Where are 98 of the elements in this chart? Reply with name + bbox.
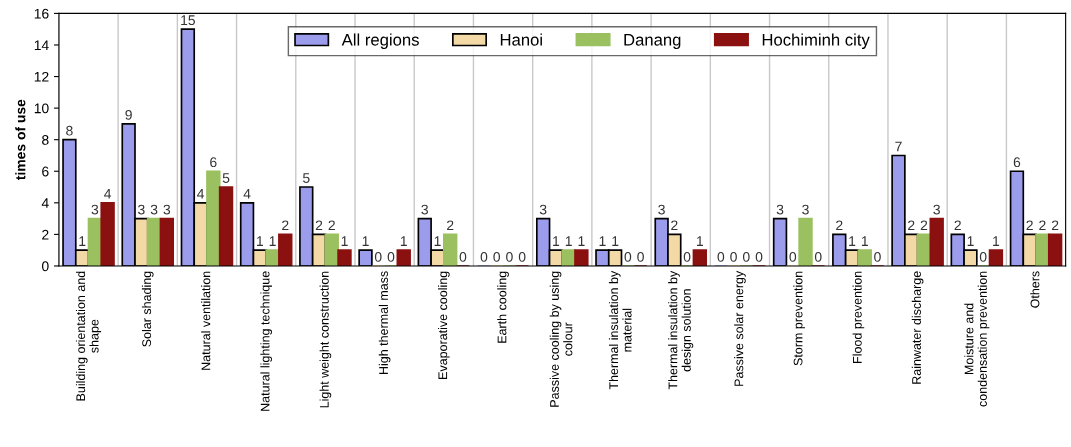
y-tick-label: 16: [34, 8, 49, 19]
data-label: 0: [717, 252, 725, 262]
data-label: 0: [387, 252, 395, 262]
data-label: 2: [282, 220, 289, 231]
x-tick-label: Earth cooling: [497, 271, 509, 343]
data-label: 3: [163, 204, 171, 215]
data-label: 6: [1013, 157, 1021, 168]
data-label: 8: [66, 125, 73, 136]
data-label: 0: [979, 252, 987, 262]
data-label: 0: [374, 252, 382, 262]
data-label: 4: [104, 189, 112, 199]
data-label: 1: [269, 236, 276, 246]
x-tick-label: Passive cooling by using colour: [549, 271, 573, 407]
data-label: 3: [658, 204, 665, 215]
x-tick-label: Rainwater discharge: [911, 271, 924, 384]
data-label: 2: [1026, 220, 1033, 231]
x-tick-label: Others: [1030, 271, 1040, 308]
data-label: 7: [895, 141, 902, 152]
data-label: 3: [776, 204, 784, 215]
x-tick-label: Light weight construction: [319, 271, 332, 408]
y-tick-label: 6: [42, 166, 49, 177]
data-label: 0: [624, 252, 632, 262]
x-tick-label: Solar shading: [141, 271, 154, 347]
data-label: 4: [197, 189, 205, 199]
data-label: 0: [789, 252, 797, 262]
data-label: 2: [920, 220, 928, 231]
data-label: 3: [150, 204, 158, 215]
x-tick-label: Building orientation and shape: [75, 271, 102, 401]
data-label: 1: [861, 236, 868, 246]
data-label: 2: [836, 220, 843, 231]
data-label: 1: [400, 236, 407, 246]
data-label: 0: [683, 252, 691, 262]
x-tick-label: Passive solar energy: [734, 270, 746, 386]
data-label: 1: [553, 236, 560, 246]
data-label: 1: [578, 236, 585, 246]
data-label: 0: [637, 252, 644, 262]
data-label: 2: [954, 220, 961, 231]
x-tick-label: Moisture and condensation prevention: [964, 271, 990, 407]
data-label: 0: [814, 252, 822, 262]
data-label: 1: [849, 236, 856, 246]
data-label: 1: [599, 236, 606, 246]
data-label: 1: [434, 236, 441, 246]
data-label: 1: [565, 236, 572, 246]
data-label: 3: [933, 204, 940, 215]
x-tick-label: High thermal mass: [378, 271, 391, 374]
y-tick-label: 4: [41, 198, 49, 208]
y-axis-title: times of use: [15, 99, 26, 181]
data-label: 0: [874, 252, 881, 262]
data-label: 3: [802, 204, 809, 215]
data-label: 4: [243, 189, 251, 199]
data-label: 1: [362, 236, 369, 246]
y-tick-label: 10: [34, 103, 49, 114]
data-label: 1: [257, 236, 263, 246]
data-label: 1: [341, 236, 348, 246]
data-label: 3: [91, 204, 99, 215]
data-label: 9: [125, 109, 132, 120]
legend-label: Hochiminh city: [762, 33, 870, 49]
data-label: 0: [493, 252, 501, 262]
data-label: 3: [539, 204, 547, 215]
data-label: 3: [421, 204, 428, 215]
legend-label: Danang: [624, 34, 681, 49]
y-tick-label: 2: [42, 229, 49, 240]
y-tick-label: 12: [34, 71, 49, 82]
data-label: 5: [302, 173, 310, 183]
data-label: 0: [742, 252, 750, 262]
x-tick-label: Natural ventilation: [201, 271, 211, 370]
x-tick-label: Evaporative cooling: [438, 271, 450, 379]
legend-label: All regions: [341, 33, 419, 49]
data-label: 2: [328, 220, 335, 231]
data-label: 15: [181, 15, 195, 26]
y-tick-label: 8: [42, 135, 49, 145]
x-tick-label: Natural lighting technique: [260, 271, 272, 411]
data-label: 5: [222, 173, 230, 183]
data-label: 6: [210, 157, 217, 168]
data-label: 1: [697, 236, 703, 246]
x-tick-label: Flood prevention: [852, 271, 865, 363]
data-label: 3: [138, 204, 145, 215]
data-label: 0: [518, 252, 526, 262]
x-tick-label: Storm prevention: [793, 271, 805, 366]
data-label: 2: [447, 220, 454, 231]
data-label: 0: [459, 252, 467, 262]
data-label: 0: [755, 252, 763, 262]
data-label: 2: [315, 220, 323, 231]
legend-label: Hanoi: [500, 33, 542, 46]
x-tick-label: Thermal insulation by material: [608, 270, 632, 390]
data-label: 1: [612, 236, 619, 246]
data-label: 0: [506, 252, 513, 262]
data-label: 1: [79, 236, 86, 246]
data-label: 2: [1039, 220, 1046, 231]
y-tick-label: 0: [42, 261, 49, 272]
data-label: 1: [967, 236, 974, 246]
y-tick-label: 14: [34, 40, 49, 51]
data-label: 0: [480, 252, 488, 262]
data-label: 0: [730, 252, 737, 262]
data-label: 2: [671, 220, 678, 231]
data-label: 1: [993, 236, 1000, 246]
data-label: 2: [908, 220, 915, 231]
data-label: 2: [1051, 220, 1059, 231]
